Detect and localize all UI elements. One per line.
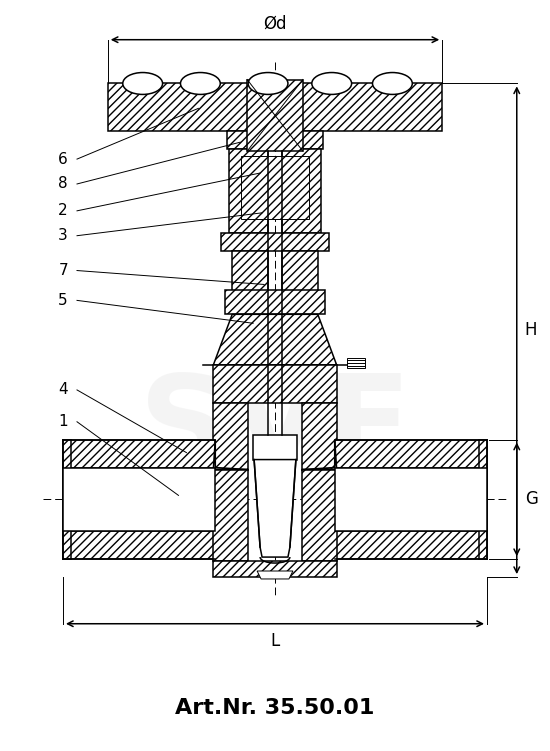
Polygon shape <box>335 468 487 531</box>
Text: 7: 7 <box>58 263 68 278</box>
Ellipse shape <box>248 73 288 95</box>
Polygon shape <box>479 439 487 559</box>
Polygon shape <box>229 149 268 233</box>
Polygon shape <box>282 251 318 292</box>
Polygon shape <box>221 233 329 251</box>
Polygon shape <box>282 149 321 233</box>
Text: Art.Nr. 35.50.01: Art.Nr. 35.50.01 <box>175 698 375 718</box>
Polygon shape <box>302 469 337 559</box>
Text: 5: 5 <box>58 293 68 308</box>
Text: SVF: SVF <box>139 370 411 491</box>
Ellipse shape <box>180 73 221 95</box>
Ellipse shape <box>372 73 412 95</box>
Text: 2: 2 <box>58 204 68 219</box>
Text: H: H <box>525 321 537 339</box>
Polygon shape <box>232 251 268 292</box>
Polygon shape <box>213 469 248 559</box>
Polygon shape <box>63 468 215 531</box>
Polygon shape <box>254 460 296 557</box>
Text: 1: 1 <box>58 415 68 430</box>
Text: 3: 3 <box>58 228 68 243</box>
Polygon shape <box>335 439 487 468</box>
Text: 6: 6 <box>58 152 68 167</box>
Text: 4: 4 <box>58 382 68 397</box>
Text: G: G <box>525 490 537 508</box>
Polygon shape <box>302 403 337 469</box>
Polygon shape <box>63 439 71 559</box>
Text: Ød: Ød <box>263 15 287 33</box>
Polygon shape <box>241 156 309 219</box>
Polygon shape <box>63 439 215 468</box>
Polygon shape <box>213 315 337 365</box>
Polygon shape <box>213 469 248 561</box>
Polygon shape <box>253 435 297 460</box>
Polygon shape <box>257 571 293 579</box>
Polygon shape <box>108 83 442 131</box>
Polygon shape <box>213 403 248 469</box>
Text: L: L <box>271 632 279 650</box>
Polygon shape <box>213 439 248 469</box>
Polygon shape <box>302 439 337 469</box>
Polygon shape <box>213 561 337 577</box>
Polygon shape <box>63 531 215 559</box>
Text: 8: 8 <box>58 176 68 192</box>
Ellipse shape <box>312 73 351 95</box>
Polygon shape <box>302 469 337 561</box>
Polygon shape <box>227 131 323 149</box>
Ellipse shape <box>123 73 163 95</box>
Polygon shape <box>213 365 337 403</box>
Bar <box>346 358 365 368</box>
Polygon shape <box>335 531 487 559</box>
Polygon shape <box>247 80 303 151</box>
Polygon shape <box>226 291 324 315</box>
